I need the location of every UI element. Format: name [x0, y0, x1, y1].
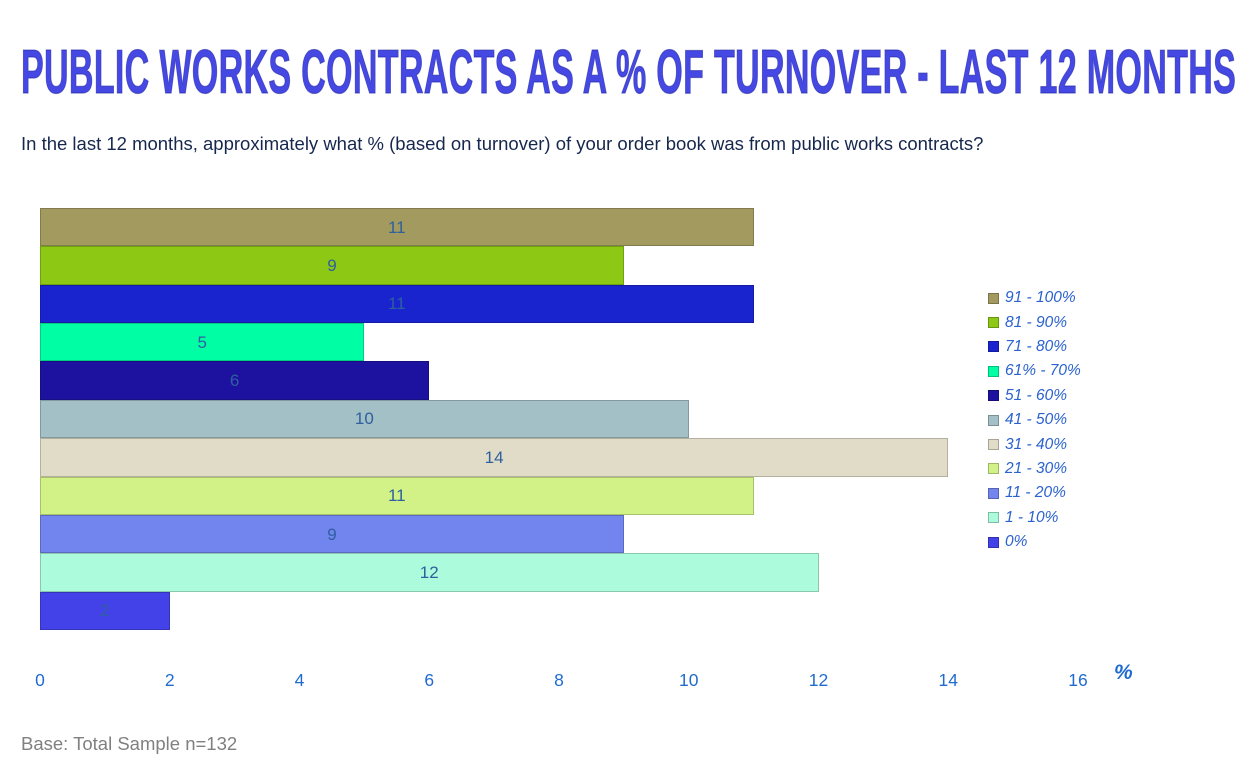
legend-swatch — [988, 317, 999, 329]
bar-row: 11 — [40, 208, 1078, 247]
x-axis-tick-label: 14 — [938, 670, 958, 690]
bar-row: 10 — [40, 399, 1078, 439]
bar-row: 9 — [40, 514, 1078, 554]
bar-segment: 2 — [40, 591, 170, 630]
bar-row: 11 — [40, 476, 1078, 515]
bar-segment: 11 — [40, 476, 754, 515]
bar-segment: 9 — [40, 246, 624, 285]
base-note: Base: Total Sample n=132 — [21, 733, 238, 754]
legend-swatch — [988, 439, 999, 451]
bar-value-label: 10 — [354, 409, 374, 429]
bar-value-label: 11 — [387, 217, 406, 237]
bar-value-label: 5 — [197, 332, 207, 352]
page-subtitle: In the last 12 months, approximately wha… — [21, 133, 984, 154]
bar-value-label: 11 — [387, 486, 406, 506]
legend-swatch — [988, 536, 999, 548]
legend-label: 81 - 90% — [1005, 313, 1068, 331]
legend-label: 21 - 30% — [1005, 459, 1068, 477]
legend-label: 31 - 40% — [1005, 435, 1068, 453]
legend-swatch — [988, 414, 999, 426]
bar-row: 9 — [40, 246, 1078, 285]
legend-entry: 71 - 80% — [988, 335, 1081, 359]
legend-entry: 61% - 70% — [988, 359, 1081, 383]
bar-segment: 5 — [40, 323, 365, 362]
legend-label: 11 - 20% — [1005, 484, 1066, 502]
legend-entry: 91 - 100% — [988, 286, 1081, 310]
x-axis-tick-label: 8 — [554, 670, 564, 690]
bar-segment: 9 — [40, 514, 624, 554]
legend-swatch — [988, 512, 999, 524]
bar-segment: 6 — [40, 361, 430, 400]
bar-value-label: 2 — [100, 601, 110, 621]
x-axis-tick-label: 12 — [808, 670, 829, 690]
bar-row: 6 — [40, 361, 1078, 400]
bar-value-label: 9 — [327, 256, 337, 276]
legend-entry: 21 - 30% — [988, 457, 1081, 481]
bar-value-label: 12 — [419, 562, 439, 582]
bar-segment: 10 — [40, 399, 689, 439]
legend-swatch — [988, 463, 999, 475]
bar-row: 12 — [40, 553, 1078, 592]
legend-swatch — [988, 390, 999, 402]
bar-chart-plot-area: 11 9 11 5 6 10 14 11 9 12 2 — [40, 208, 1078, 630]
x-axis: 0 2 4 6 8 10 12 14 16 — [35, 668, 1088, 692]
bar-value-label: 14 — [484, 447, 504, 467]
legend-entry: 31 - 40% — [988, 432, 1081, 456]
bar-segment: 14 — [40, 438, 949, 477]
legend-entry: 0% — [988, 530, 1081, 554]
legend-entry: 41 - 50% — [988, 408, 1081, 432]
legend-swatch — [988, 487, 999, 499]
legend-swatch — [988, 365, 999, 377]
bar-value-label: 9 — [327, 524, 337, 544]
legend-swatch — [988, 292, 999, 304]
bar-segment: 11 — [40, 284, 754, 324]
legend-label: 71 - 80% — [1005, 337, 1068, 355]
bar-value-label: 6 — [229, 371, 240, 391]
legend-label: 1 - 10% — [1005, 508, 1059, 526]
legend-entry: 51 - 60% — [988, 384, 1081, 408]
x-axis-tick-label: 10 — [679, 670, 699, 690]
x-axis-tick-label: 4 — [294, 670, 305, 690]
bar-row: 5 — [40, 323, 1078, 362]
legend-label: 41 - 50% — [1005, 411, 1068, 429]
bar-segment: 11 — [40, 208, 754, 247]
x-axis-tick-label: 2 — [164, 670, 175, 690]
page-title: PUBLIC WORKS CONTRACTS AS A % OF TURNOVE… — [21, 38, 1237, 107]
legend-entry: 11 - 20% — [988, 481, 1081, 505]
bar-row: 14 — [40, 438, 1078, 477]
bar-row: 11 — [40, 284, 1078, 324]
x-axis-unit-label: % — [1114, 661, 1133, 684]
bar-row: 2 — [40, 591, 1078, 630]
legend-entry: 1 - 10% — [988, 506, 1081, 530]
x-axis-tick-label: 0 — [35, 670, 45, 690]
x-axis-tick-label: 6 — [424, 670, 435, 690]
x-axis-tick-label: 16 — [1068, 670, 1088, 690]
bar-value-label: 11 — [387, 294, 406, 314]
legend-entry: 81 - 90% — [988, 310, 1081, 334]
legend-label: 91 - 100% — [1005, 289, 1076, 307]
legend-label: 51 - 60% — [1005, 386, 1068, 404]
legend-swatch — [988, 341, 999, 353]
chart-legend: 91 - 100% 81 - 90% 71 - 80% 61% - 70% 51 - 6… — [988, 286, 1081, 554]
legend-label: 0% — [1005, 533, 1028, 551]
bar-segment: 12 — [40, 553, 819, 592]
legend-label: 61% - 70% — [1005, 362, 1081, 380]
